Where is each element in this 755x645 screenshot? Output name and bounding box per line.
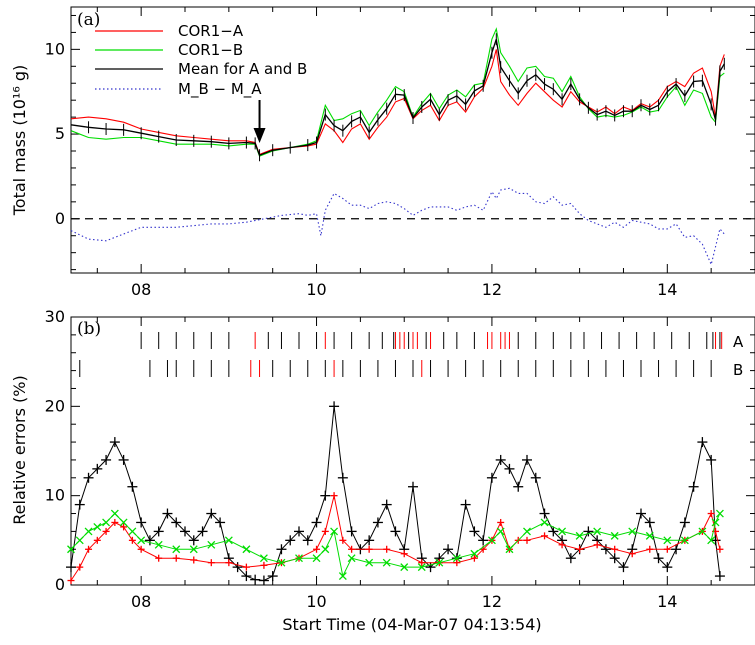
panel-b-label: (b) [77,319,101,339]
x-tick-label: 14 [657,280,677,299]
marker-d2 [645,531,654,540]
marker-d2 [505,545,514,554]
panel-b-ylabel: Relative errors (%) [10,375,29,524]
marker-d2 [172,545,181,554]
marker-d2 [207,540,216,549]
panel-b-frame [70,316,755,586]
x-tick-label: 08 [131,592,151,611]
marker-d2 [400,563,409,572]
series-line-3 [70,187,725,267]
marker-d2 [242,545,251,554]
marker-d2 [417,563,426,572]
legend-label-1: COR1−B [178,41,243,59]
marker-d2 [610,531,619,540]
series-line-2 [70,38,725,157]
panel-b-axes: 08 10 12 14 0 10 20 30 [45,307,755,611]
marker-d2 [715,509,724,518]
x-tick-label: 12 [482,592,502,611]
marker-d2 [75,536,84,545]
x-tick-label: 10 [306,280,326,299]
marker-d2 [93,522,102,531]
marker-d2 [680,536,689,545]
marker-d2 [84,527,93,536]
marker-d2 [347,554,356,563]
panel-b-series [66,401,725,586]
panel-a-axes: 08 10 12 14 0 5 10 [45,7,755,299]
marker-d2 [224,536,233,545]
marker-d2 [523,527,531,536]
marker-d2 [593,527,602,536]
marker-d2 [435,558,444,567]
marker-d2 [259,554,268,563]
marker-d2 [558,527,567,536]
marker-d2 [487,536,496,545]
marker-d2 [540,518,549,527]
panel-a-ylabel: Total mass (10¹⁶ g) [10,65,29,217]
x-axis-label: Start Time (04-Mar-07 04:13:54) [282,615,541,634]
y-tick-label: 0 [55,209,65,228]
marker-d2 [119,518,128,527]
marker-d2 [277,558,286,567]
marker-d2 [470,549,479,558]
marker-d2 [154,540,163,549]
series-line-1 [70,27,725,157]
x-tick-label: 08 [131,280,151,299]
legend-label-3: M_B − M_A [178,80,262,99]
y-tick-label: 5 [55,124,65,143]
obs-row-label-A: A [733,333,744,351]
marker-d2 [67,545,75,554]
marker-d2 [496,527,505,536]
y-tick-label: 10 [45,39,65,58]
panel-a-label: (a) [77,10,100,30]
series-line-0 [70,49,725,156]
marker-d2 [137,536,146,545]
marker-d2 [321,545,330,554]
panel-a: 08 10 12 14 0 5 10 (a) Total mass (10¹⁶ g) COR… [10,6,755,299]
legend-label-0: COR1−A [178,22,244,40]
marker-d2 [707,536,716,545]
y-tick-label: 20 [45,396,65,415]
panel-b: 08 10 12 14 0 10 20 30 AB (b) Relative errors (… [10,307,755,611]
x-tick-label: 14 [657,592,677,611]
marker-d2 [338,572,347,581]
marker-d2 [330,527,339,536]
series-line-0 [70,406,721,582]
y-tick-label: 0 [55,575,65,594]
marker-d2 [102,518,111,527]
marker-d2 [295,554,303,563]
marker-d2 [312,554,321,563]
marker-d2 [382,558,391,567]
marker-d2 [575,531,584,540]
legend-label-2: Mean for A and B [178,60,307,78]
marker-d2 [452,554,461,563]
panel-a-frame [70,6,755,274]
marker-d2 [110,509,119,518]
marker-d2 [365,558,374,567]
obs-row-label-B: B [733,361,743,379]
marker-d2 [628,527,637,536]
marker-d2 [189,545,198,554]
marker-d2 [711,518,720,527]
marker-d2 [698,527,707,536]
x-tick-label: 12 [482,280,502,299]
marker-d2 [128,527,137,536]
y-tick-label: 10 [45,486,65,505]
observation-ticks: AB [79,332,744,379]
panel-a-series [70,27,725,267]
x-tick-label: 10 [306,592,326,611]
arrow-head [253,128,266,143]
y-tick-label: 30 [45,307,65,326]
marker-d2 [663,536,672,545]
